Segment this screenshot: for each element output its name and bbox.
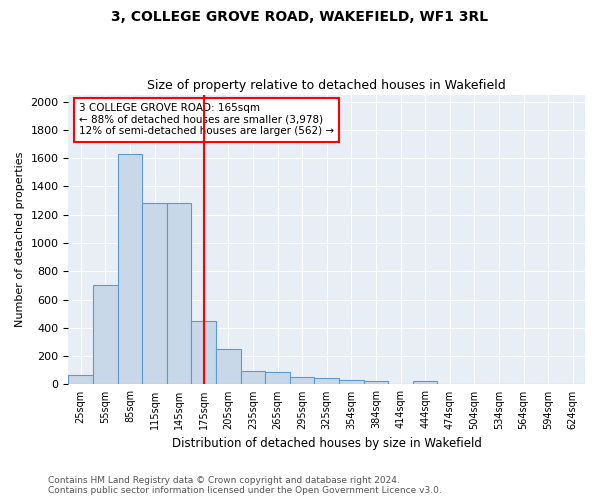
X-axis label: Distribution of detached houses by size in Wakefield: Distribution of detached houses by size … <box>172 437 482 450</box>
Title: Size of property relative to detached houses in Wakefield: Size of property relative to detached ho… <box>148 79 506 92</box>
Bar <box>216 349 241 384</box>
Bar <box>241 371 265 384</box>
Bar <box>290 378 314 384</box>
Bar <box>68 375 93 384</box>
Bar <box>339 380 364 384</box>
Bar <box>314 378 339 384</box>
Bar <box>413 382 437 384</box>
Bar <box>191 321 216 384</box>
Bar <box>118 154 142 384</box>
Text: Contains HM Land Registry data © Crown copyright and database right 2024.
Contai: Contains HM Land Registry data © Crown c… <box>48 476 442 495</box>
Y-axis label: Number of detached properties: Number of detached properties <box>15 152 25 327</box>
Bar <box>93 286 118 384</box>
Text: 3 COLLEGE GROVE ROAD: 165sqm
← 88% of detached houses are smaller (3,978)
12% of: 3 COLLEGE GROVE ROAD: 165sqm ← 88% of de… <box>79 104 334 136</box>
Bar <box>142 202 167 384</box>
Bar <box>167 202 191 384</box>
Bar <box>265 372 290 384</box>
Bar <box>364 381 388 384</box>
Text: 3, COLLEGE GROVE ROAD, WAKEFIELD, WF1 3RL: 3, COLLEGE GROVE ROAD, WAKEFIELD, WF1 3R… <box>112 10 488 24</box>
